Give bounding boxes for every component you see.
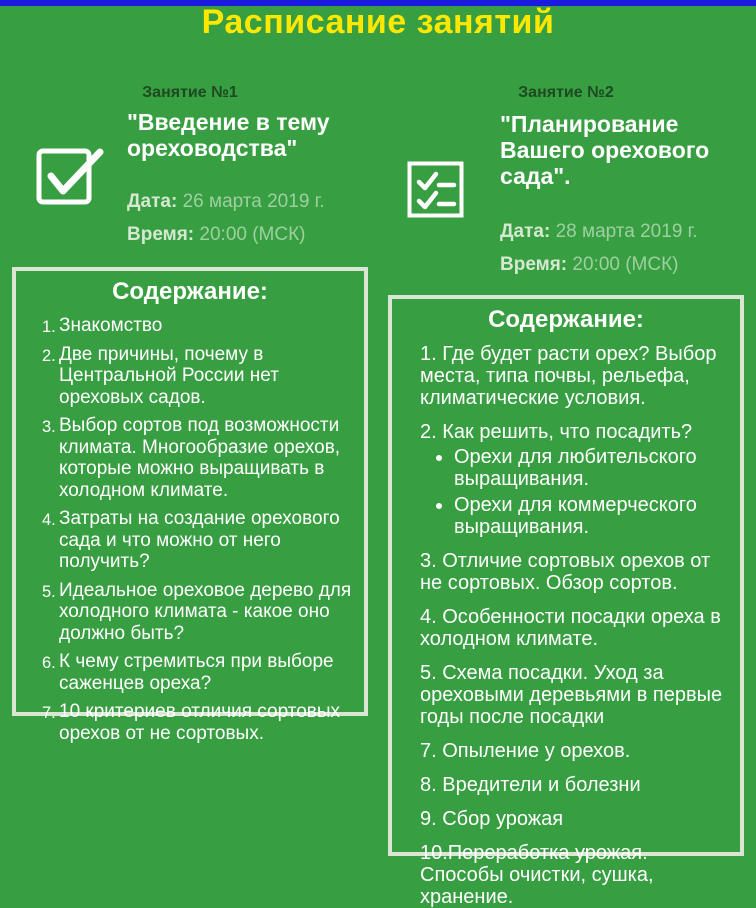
toc-item: 5. Схема посадки. Уход за ореховыми дере… xyxy=(420,662,723,728)
date-label: Дата: xyxy=(500,221,551,242)
toc-item: 9. Сбор урожая xyxy=(420,808,564,830)
toc-item: 5. Идеальное ореховое дерево для холодног… xyxy=(16,580,356,645)
session2-contents-list: 1. Где будет расти орех? Выбор места, ти… xyxy=(392,343,740,908)
toc-item-number: 2. xyxy=(42,346,56,365)
toc-item-text: Выбор сортов под возможности климата. Мн… xyxy=(59,415,341,501)
session1-label: Занятие №1 xyxy=(142,84,238,101)
toc-item-text: Знакомство xyxy=(59,315,163,336)
toc-item: 1. Где будет расти орех? Выбор места, ти… xyxy=(420,343,717,409)
session2-contents-box: Содержание: 1. Где будет расти орех? Выб… xyxy=(388,295,744,908)
session1-time: Время: 20:00 (МСК) xyxy=(127,224,306,246)
page-title: Расписание занятий xyxy=(201,3,555,41)
session2-time: Время: 20:00 (МСК) xyxy=(500,254,679,276)
session2-label: Занятие №2 xyxy=(518,84,614,101)
toc-item: 3. Отличие сортовых орехов от не сортовы… xyxy=(420,550,711,594)
toc-item-number: 1. xyxy=(42,318,56,336)
toc-item: 3. Выбор сортов под возможности климата. … xyxy=(16,415,356,501)
date-value: 28 марта 2019 г. xyxy=(555,221,698,242)
session1-contents-box: Содержание: 1. Знакомство 2. Две причины, … xyxy=(12,267,368,744)
time-label: Время: xyxy=(500,254,568,275)
toc-item: 7. Опыление у орехов. xyxy=(420,740,631,762)
toc-item: 7. 10 критериев отличия сортовых орехов о… xyxy=(16,701,356,744)
toc-item-number: 7. xyxy=(42,704,56,722)
session2-title: "Планирование Вашего орехового сада". xyxy=(500,111,710,189)
toc-item-number: 3. xyxy=(42,418,56,436)
session1-contents-list: 1. Знакомство 2. Две причины, почему в Цен… xyxy=(16,315,364,744)
toc-item-number: 5. xyxy=(42,582,56,601)
top-blue-bar xyxy=(0,0,756,6)
checkbox-checked-icon xyxy=(36,145,104,210)
toc-item: 8. Вредители и болезни xyxy=(420,774,641,796)
session1-title: "Введение в тему ореховодства" xyxy=(127,109,330,161)
toc-item-text: Две причины, почему в Центральной России… xyxy=(59,343,279,408)
checklist-icon xyxy=(407,161,464,223)
toc-item: 2. Как решить, что посадить? xyxy=(420,421,693,443)
toc-item: 10.Переработка урожая. Способы очистки, … xyxy=(420,842,654,908)
time-value: 20:00 (МСК) xyxy=(199,224,306,245)
toc-item-number: 4. xyxy=(42,511,56,529)
toc-item: 4. Особенности посадки ореха в холодном … xyxy=(420,606,721,650)
toc-item-text: 10 критериев отличия сортовых орехов от … xyxy=(59,701,341,744)
session2-date: Дата: 28 марта 2019 г. xyxy=(500,221,698,243)
toc-item-text: К чему стремиться при выборе саженцев ор… xyxy=(59,651,334,694)
toc-item-text: Затраты на создание орехового сада и что… xyxy=(59,508,340,572)
toc-item: 2. Две причины, почему в Центральной Росс… xyxy=(16,344,356,409)
contents-heading: Содержание: xyxy=(488,306,644,333)
toc-item: 4. Затраты на создание орехового сада и ч… xyxy=(16,508,356,573)
schedule-page: Расписание занятий Занятие №1 "Введение … xyxy=(0,0,756,877)
date-label: Дата: xyxy=(127,191,178,212)
toc-item: 6. К чему стремиться при выборе саженцев … xyxy=(16,651,356,694)
toc-item: 1. Знакомство xyxy=(16,315,356,337)
toc-sub-list: Орехи для любительского выращивания. Оре… xyxy=(420,446,726,538)
toc-item-text: Идеальное ореховое дерево для холодного … xyxy=(59,579,352,644)
toc-bullet-item: Орехи для любительского выращивания. xyxy=(454,446,726,490)
toc-bullet-item: Орехи для коммерческого выращивания. xyxy=(454,494,726,538)
time-value: 20:00 (МСК) xyxy=(572,254,679,275)
session1-date: Дата: 26 марта 2019 г. xyxy=(127,191,325,213)
contents-heading: Содержание: xyxy=(112,278,268,305)
date-value: 26 марта 2019 г. xyxy=(182,191,325,212)
toc-item-number: 6. xyxy=(42,654,56,672)
time-label: Время: xyxy=(127,224,195,245)
